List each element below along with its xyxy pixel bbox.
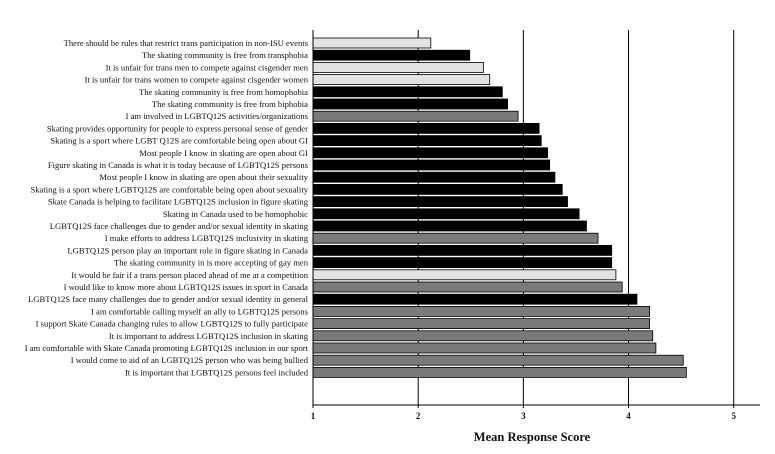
bar — [312, 86, 503, 98]
category-label: It is important that LGBTQ12S persons fe… — [125, 367, 309, 377]
category-label: I support Skate Canada changing rules to… — [36, 319, 309, 329]
bars — [312, 37, 687, 378]
category-label: LGBTQ12S face many challenges due to gen… — [28, 294, 309, 304]
bar — [312, 123, 540, 134]
category-label: It is unfair for trans men to compete ag… — [106, 62, 309, 72]
category-label: The skating community is free from bipho… — [152, 99, 308, 109]
bar — [312, 135, 542, 147]
category-label: Most people I know in skating are open a… — [99, 172, 308, 182]
x-axis: 1 2 3 4 5 — [311, 30, 760, 421]
x-tick-label: 4 — [626, 411, 631, 421]
category-label: I am comfortable calling myself an ally … — [91, 306, 309, 316]
bar — [312, 318, 650, 330]
category-label: Skating is a sport where LGBT Q12S are c… — [50, 136, 308, 146]
category-label: Skating is a sport where LGBTQ12S are co… — [30, 184, 308, 194]
bar — [312, 62, 484, 73]
bar — [312, 147, 548, 159]
x-axis-title: Mean Response Score — [474, 430, 591, 444]
category-label: I am comfortable with Skate Canada promo… — [25, 343, 309, 353]
bar — [312, 293, 638, 305]
category-label: It is important to address LGBTQ12S incl… — [109, 331, 309, 341]
bar — [312, 330, 654, 342]
category-label: Most people I know in skating are open a… — [139, 148, 308, 158]
category-label: LGBTQ12S face challenges due to gender a… — [50, 221, 309, 231]
category-label: I am involved in LGBTQ12S activities/org… — [126, 111, 309, 121]
category-label: The skating community is free from homop… — [139, 87, 308, 97]
bar — [312, 281, 623, 293]
bar — [312, 342, 657, 354]
bar — [312, 208, 580, 220]
bar — [312, 49, 471, 61]
category-labels: There should be rules that restrict tran… — [25, 38, 309, 377]
bar — [312, 98, 508, 110]
x-tick-label: 1 — [311, 411, 316, 421]
category-label: There should be rules that restrict tran… — [64, 38, 309, 48]
category-label: I make efforts to address LGBTQ12S inclu… — [105, 233, 309, 243]
bar — [312, 366, 687, 378]
category-label: It would be fair if a trans person place… — [71, 270, 308, 280]
category-label: Skating in Canada used to be homophobic — [163, 209, 308, 219]
category-label: The skating community is free from trans… — [142, 50, 308, 60]
bar — [312, 269, 617, 281]
category-label: Skating provides opportunity for people … — [47, 123, 308, 133]
bar — [312, 74, 491, 85]
bar — [312, 257, 613, 269]
x-tick-label: 2 — [416, 411, 421, 421]
bar — [312, 183, 563, 195]
x-tick-label: 3 — [521, 411, 526, 421]
bar — [312, 220, 587, 232]
bar — [312, 196, 568, 208]
bar — [312, 305, 650, 317]
category-label: LGBTQ12S person play an important role i… — [67, 245, 308, 255]
bar — [312, 171, 556, 183]
bar — [312, 354, 684, 366]
category-label: Skate Canada is helping to facilitate LG… — [48, 197, 309, 207]
category-label: I would come to aid of an LGBTQ12S perso… — [71, 355, 309, 365]
x-tick-label: 5 — [731, 411, 736, 421]
category-label: The skating community in is more accepti… — [114, 258, 309, 268]
category-label: Figure skating in Canada is what it is t… — [48, 160, 309, 170]
bar — [312, 37, 432, 49]
bar — [312, 110, 519, 122]
bar — [312, 232, 599, 244]
bar — [312, 159, 551, 171]
category-label: I would like to know more about LGBTQ12S… — [64, 282, 309, 292]
category-label: It is unfair for trans women to compete … — [85, 75, 309, 85]
bar — [312, 244, 613, 256]
